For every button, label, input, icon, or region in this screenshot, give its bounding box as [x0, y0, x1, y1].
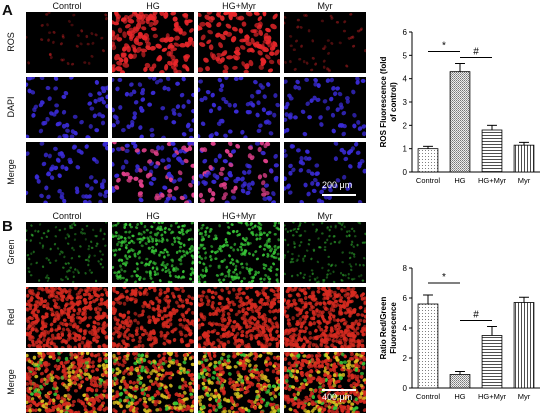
column-label-myr: Myr: [317, 1, 333, 11]
y-tick-label: 6: [403, 28, 408, 37]
y-tick-label: 2: [403, 354, 408, 363]
micrograph-green-control: [26, 222, 108, 283]
micrograph-ros-myr: [284, 12, 366, 73]
significance-mark: #: [473, 310, 479, 321]
bar-myr: [513, 144, 535, 173]
y-tick-label: 4: [403, 75, 408, 84]
y-axis-label: Ratio Red/GreenFluorescence: [379, 297, 398, 360]
micrograph-dapi-control: [26, 77, 108, 138]
scale-bar-line: [322, 389, 356, 391]
significance-mark: *: [442, 41, 446, 52]
micrograph-green-hg-myr: [198, 222, 280, 283]
column-label-myr: Myr: [317, 211, 333, 221]
column-label-hg-myr: HG+Myr: [222, 1, 256, 11]
y-tick-label: 3: [403, 98, 408, 107]
y-tick-label: 0: [403, 384, 408, 393]
x-tick-label-hg-myr: HG+Myr: [478, 392, 507, 401]
micrograph-red-control: [26, 287, 108, 348]
row-label-ros: ROS: [6, 31, 16, 52]
y-tick-label: 4: [403, 324, 408, 333]
panel-a-chart-svg: 0 1 2 3 4 5 6 ROS Fluorescence (foldof control)…: [379, 28, 540, 185]
micrograph-dapi-myr: [284, 77, 366, 138]
bar-myr: [513, 302, 535, 389]
row-label-green: Green: [6, 239, 16, 265]
y-tick-label: 5: [403, 51, 408, 60]
y-axis-label: ROS Fluorescence (foldof control): [379, 57, 398, 148]
micrograph-dapi-hg: [112, 77, 194, 138]
panel-b-chart-svg: 0 2 4 6 8 Ratio Red/GreenFluorescence Control H…: [379, 264, 540, 401]
micrograph-merge-hg: [112, 142, 194, 203]
column-label-hg-myr: HG+Myr: [222, 211, 256, 221]
bar-hg: [449, 71, 471, 173]
column-label-hg: HG: [146, 1, 160, 11]
x-tick-label-hg: HG: [454, 392, 465, 401]
x-tick-label-myr: Myr: [518, 176, 531, 185]
micrograph-merge-myr: [284, 352, 366, 413]
row-label-red: Red: [6, 308, 16, 325]
y-tick-label: 1: [403, 145, 408, 154]
micrograph-green-myr: [284, 222, 366, 283]
micrograph-red-hg-myr: [198, 287, 280, 348]
micrograph-red-hg: [112, 287, 194, 348]
column-label-hg: HG: [146, 211, 160, 221]
significance-mark: #: [473, 47, 479, 58]
micrograph-ros-hg-myr: [198, 12, 280, 73]
micrograph-merge-hg-myr: [198, 142, 280, 203]
micrograph-red-myr: [284, 287, 366, 348]
micrograph-merge-control: [26, 142, 108, 203]
column-label-control: Control: [52, 211, 82, 221]
micrograph-green-hg: [112, 222, 194, 283]
scale-bar-label: 200 μm: [322, 180, 353, 190]
micrograph-ros-hg: [112, 12, 194, 73]
row-label-merge: Merge: [6, 158, 16, 185]
micrograph-merge-hg-myr: [198, 352, 280, 413]
x-tick-label-control: Control: [416, 392, 441, 401]
panel-a-letter: A: [2, 2, 13, 19]
micrograph-dapi-hg-myr: [198, 77, 280, 138]
row-label-merge: Merge: [6, 368, 16, 395]
bar-hg: [449, 374, 471, 389]
x-tick-label-control: Control: [416, 176, 441, 185]
micrograph-merge-control: [26, 352, 108, 413]
significance-mark: *: [442, 272, 446, 283]
bar-control: [417, 148, 439, 173]
scale-bar-label: 400 μm: [322, 392, 353, 402]
bar-control: [417, 303, 439, 389]
x-tick-label-hg: HG: [454, 176, 465, 185]
micrograph-ros-control: [26, 12, 108, 73]
y-tick-label: 8: [403, 264, 408, 273]
y-tick-label: 0: [403, 168, 408, 177]
panel-b-letter: B: [2, 218, 13, 235]
y-tick-label: 6: [403, 294, 408, 303]
micrograph-merge-hg: [112, 352, 194, 413]
bar-hg-myr: [481, 335, 503, 389]
column-label-control: Control: [52, 1, 82, 11]
row-label-dapi: DAPI: [6, 96, 16, 118]
x-tick-label-hg-myr: HG+Myr: [478, 176, 507, 185]
x-tick-label-myr: Myr: [518, 392, 531, 401]
panel-a-chart: 0 1 2 3 4 5 6 ROS Fluorescence (foldof control)…: [370, 20, 550, 200]
bar-hg-myr: [481, 129, 503, 173]
y-tick-label: 2: [403, 121, 408, 130]
scale-bar-line: [322, 194, 356, 196]
panel-b-chart: 0 2 4 6 8 Ratio Red/GreenFluorescence Control H…: [370, 258, 550, 414]
micrograph-merge-myr: [284, 142, 366, 203]
